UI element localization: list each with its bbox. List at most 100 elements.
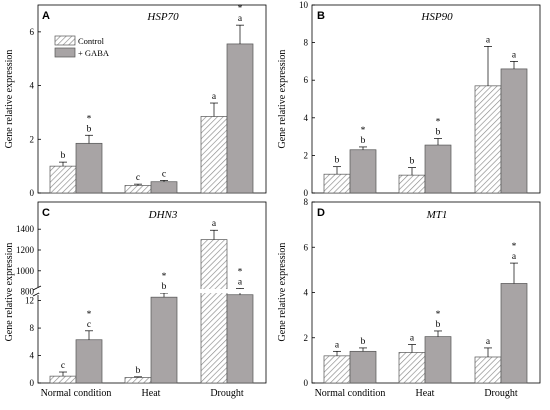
significance-letter: a <box>512 252 517 262</box>
gene-title: MT1 <box>426 209 448 221</box>
significance-letter: b <box>436 320 441 330</box>
significance-letter: b <box>136 366 141 376</box>
y-tick-label: 8 <box>304 197 309 207</box>
significance-letter: a <box>512 50 517 60</box>
y-tick-label: 1400 <box>16 224 35 234</box>
y-tick-label: 0 <box>30 378 35 388</box>
bar-gaba-1 <box>349 149 377 194</box>
gene-title: HSP90 <box>420 11 453 23</box>
panel-letter: B <box>317 10 325 22</box>
significance-star: * <box>512 242 517 252</box>
bar-gaba-2 <box>150 181 178 194</box>
bar-control-1 <box>49 165 77 194</box>
bar-gaba-2 <box>424 144 452 194</box>
significance-letter: a <box>238 277 243 287</box>
bar-gaba-3 <box>500 68 528 194</box>
legend-label-gaba: + GABA <box>78 48 110 58</box>
significance-star: * <box>436 310 441 320</box>
significance-letter: b <box>335 156 340 166</box>
break-gap <box>39 289 265 293</box>
bar-gaba-3 <box>226 294 254 384</box>
bar-gaba-2 <box>150 296 178 384</box>
y-axis-label: Gene relative expression <box>277 50 288 149</box>
significance-letter: c <box>136 173 140 183</box>
significance-letter: b <box>436 127 441 137</box>
significance-letter: a <box>486 337 491 347</box>
significance-letter: c <box>61 361 65 371</box>
panel-b: B HSP90 Gene relative expression 0 2 4 6 8 10 b b a… <box>277 0 541 198</box>
y-tick-label: 0 <box>304 378 309 388</box>
y-tick-label: 4 <box>304 113 309 123</box>
bar-control-2 <box>124 185 152 194</box>
y-tick-label: 4 <box>30 81 35 91</box>
gene-title: DHN3 <box>148 209 178 221</box>
significance-star: * <box>436 117 441 127</box>
x-category-label: Drought <box>484 388 518 399</box>
bar-control-3 <box>474 356 502 384</box>
y-tick-label: 12 <box>25 296 34 306</box>
legend-swatch-control <box>54 35 76 46</box>
y-tick-label: 6 <box>304 242 309 252</box>
y-tick-label: 1000 <box>16 266 35 276</box>
significance-letter: c <box>162 169 166 179</box>
legend-label-control: Control <box>78 36 105 46</box>
y-tick-label: 1200 <box>16 245 35 255</box>
y-tick-label: 4 <box>304 288 309 298</box>
gene-title: HSP70 <box>146 11 179 23</box>
significance-letter: a <box>212 219 217 229</box>
x-category-label: Heat <box>416 388 435 399</box>
y-tick-label: 4 <box>30 351 35 361</box>
bar-control-1 <box>323 355 351 384</box>
y-tick-label: 6 <box>304 75 309 85</box>
panel-letter: D <box>317 207 325 219</box>
bar-gaba-3 <box>226 43 254 194</box>
panel-letter: A <box>42 10 50 22</box>
significance-letter: b <box>361 136 366 146</box>
y-axis-label: Gene relative expression <box>4 243 15 342</box>
panel-d: D MT1 Gene relative expression 0 2 4 6 8 Normal … <box>277 197 541 399</box>
significance-letter: a <box>212 92 217 102</box>
significance-letter: b <box>162 282 167 292</box>
x-category-label: Normal condition <box>315 388 386 399</box>
significance-star: * <box>238 267 243 277</box>
legend-swatch-gaba <box>54 47 76 58</box>
y-tick-label: 2 <box>304 333 309 343</box>
significance-letter: a <box>410 334 415 344</box>
bar-gaba-3 <box>500 283 528 384</box>
y-tick-label: 800 <box>21 287 35 297</box>
significance-star: * <box>238 4 243 14</box>
y-axis-label: Gene relative expression <box>4 50 15 149</box>
y-tick-label: 2 <box>30 134 35 144</box>
y-tick-label: 8 <box>30 323 35 333</box>
x-category-label: Heat <box>142 388 161 399</box>
significance-letter: a <box>238 14 243 24</box>
bar-control-2 <box>398 352 426 384</box>
bar-control-2 <box>398 174 426 194</box>
bar-control-2 <box>124 377 152 384</box>
axis-break-mark <box>32 285 42 291</box>
significance-star: * <box>87 114 92 124</box>
y-tick-label: 6 <box>30 27 35 37</box>
bar-gaba-1 <box>349 350 377 384</box>
legend: Control + GABA <box>54 35 110 58</box>
bar-control-1 <box>49 375 77 384</box>
significance-letter: b <box>61 151 66 161</box>
bar-control-3 <box>200 239 228 384</box>
x-category-label: Normal condition <box>41 388 112 399</box>
bar-gaba-1 <box>75 142 103 194</box>
significance-star: * <box>361 126 366 136</box>
bar-gaba-2 <box>424 336 452 384</box>
axis-break-gap <box>35 287 41 295</box>
significance-star: * <box>87 310 92 320</box>
x-category-label: Drought <box>210 388 244 399</box>
bar-control-1 <box>323 173 351 194</box>
y-tick-label: 8 <box>304 38 309 48</box>
bar-control-3 <box>200 116 228 194</box>
y-tick-label: 10 <box>299 0 309 10</box>
significance-letter: c <box>87 320 91 330</box>
significance-star: * <box>162 272 167 282</box>
y-tick-label: 2 <box>304 150 309 160</box>
